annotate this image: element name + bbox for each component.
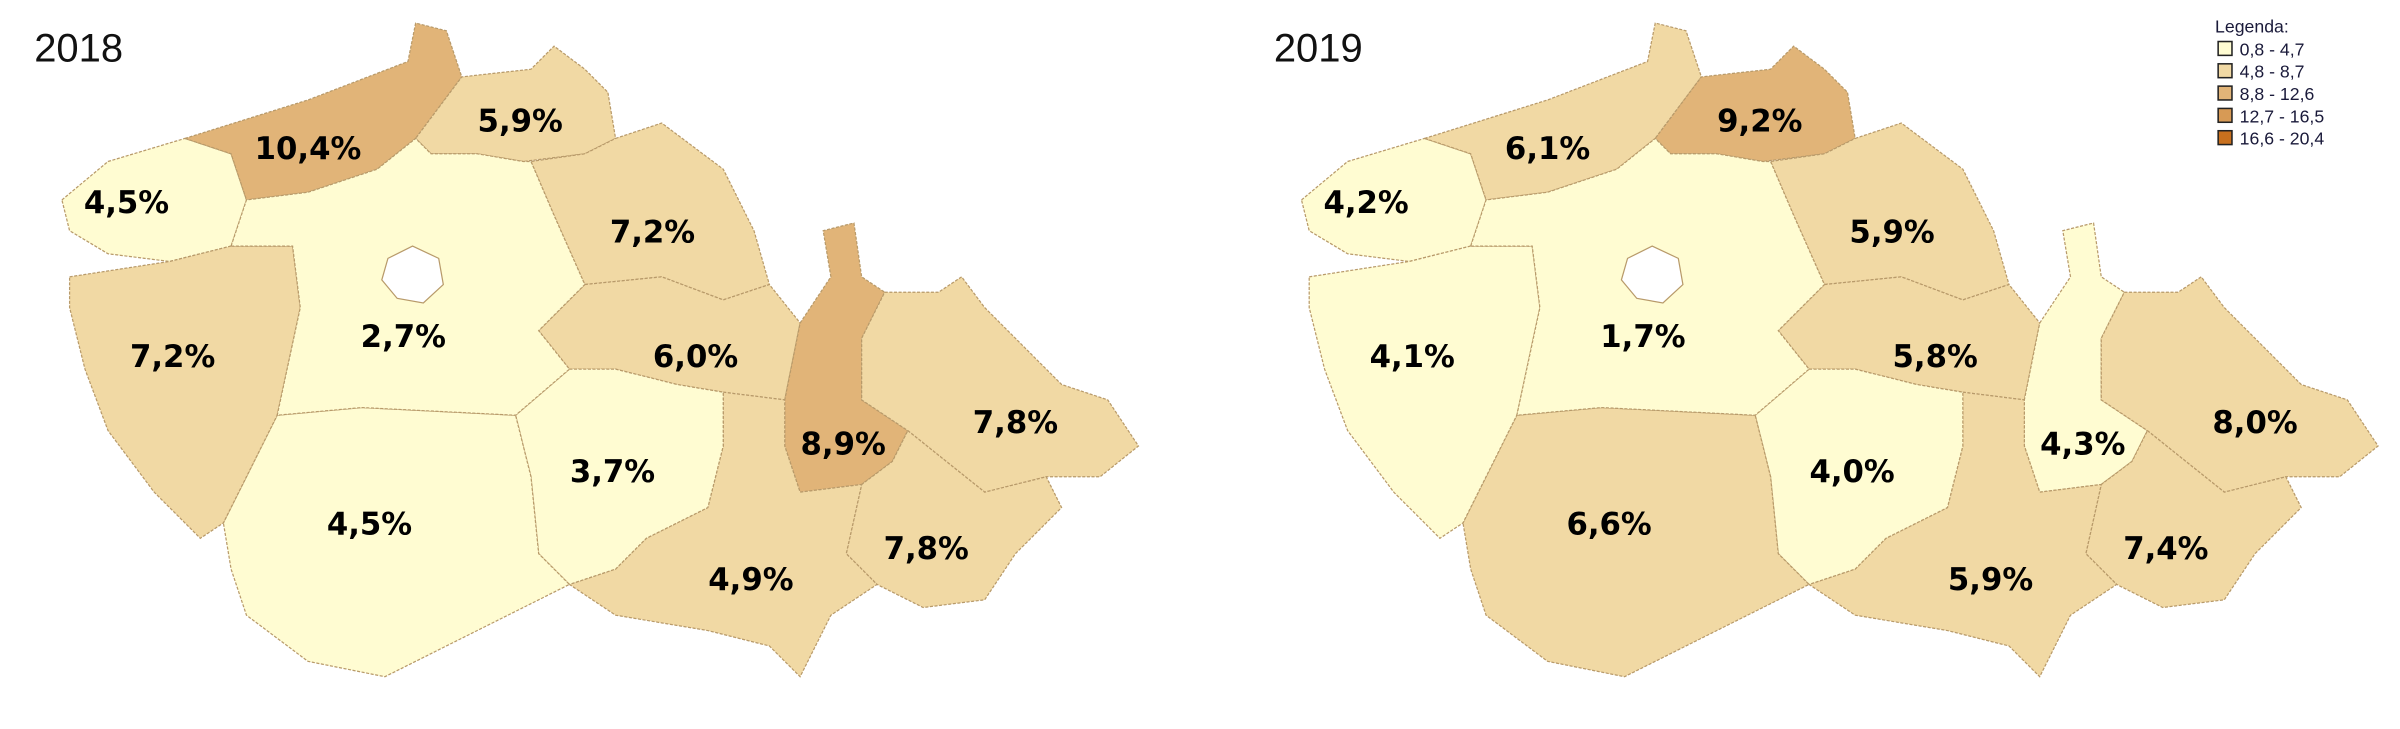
value-label-vysocina: 4,0% [1809,454,1894,490]
legend-swatch [2217,129,2233,146]
legend-label: 16,6 - 20,4 [2240,129,2325,149]
region-kralovehradecky [530,122,771,301]
map-2019: 2019 4,2% 6,1% 9,2% 5,9% 5,8% 4,3% 8,0% 7,4% 5,9%… [1274,22,2379,678]
region-zlinsky [2085,429,2302,609]
value-label-kralovehradecky: 5,9% [1849,214,1934,250]
value-label-ustecky: 6,1% [1505,131,1590,167]
region-zlinsky [845,429,1063,609]
value-label-stredocesky: 1,7% [1600,319,1685,355]
legend-label: 4,8 - 8,7 [2240,62,2305,82]
region-praha [381,245,444,304]
legend-swatch [2217,107,2233,124]
map-year-title: 2019 [1274,27,1363,71]
legend-label: 0,8 - 4,7 [2240,39,2305,59]
value-label-ustecky: 10,4% [255,131,362,167]
map-year-title: 2018 [34,27,123,71]
value-label-karlovarsky: 4,2% [1323,185,1408,221]
value-label-plzensky: 7,2% [130,339,215,375]
value-label-liberecky: 9,2% [1717,104,1802,140]
legend-swatch [2217,40,2233,57]
legend: Legenda: 0,8 - 4,7 4,8 - 8,78,8 - 12,612,… [2215,16,2324,148]
region-moravskoslezsky [2100,276,2379,493]
value-label-karlovarsky: 4,5% [84,185,169,221]
value-label-jihocesky: 4,5% [327,506,412,542]
legend-swatch [2217,63,2233,79]
value-label-liberecky: 5,9% [478,104,563,140]
value-label-plzensky: 4,1% [1370,339,1455,375]
value-label-moravskoslezsky: 8,0% [2212,405,2297,441]
map-2018: 2018 4,5% 10,4% 5,9% 7,2% 6,0% 8,9% 7,8% 7,8% 4,9… [34,22,1140,678]
value-label-vysocina: 3,7% [570,454,655,490]
value-label-moravskoslezsky: 7,8% [973,405,1058,441]
region-karlovarsky [1300,137,1487,263]
value-label-kralovehradecky: 7,2% [610,214,695,250]
value-label-pardubicky: 6,0% [653,339,738,375]
value-label-zlinsky: 7,4% [2123,531,2208,567]
region-moravskoslezsky [861,276,1140,493]
region-kralovehradecky [1769,122,2010,301]
value-label-jihomoravsky: 4,9% [708,562,793,598]
legend-label: 8,8 - 12,6 [2240,84,2315,104]
legend-title: Legenda: [2215,16,2289,36]
value-label-olomoucky: 8,9% [801,427,886,463]
region-praha [1620,245,1684,304]
value-label-jihocesky: 6,6% [1566,506,1651,542]
value-label-stredocesky: 2,7% [361,319,446,355]
region-karlovarsky [61,137,248,263]
value-label-jihomoravsky: 5,9% [1948,562,2033,598]
value-label-zlinsky: 7,8% [884,531,969,567]
value-label-pardubicky: 5,8% [1893,339,1978,375]
value-label-olomoucky: 4,3% [2040,427,2125,463]
legend-swatch [2217,85,2233,101]
legend-label: 12,7 - 16,5 [2240,106,2325,126]
